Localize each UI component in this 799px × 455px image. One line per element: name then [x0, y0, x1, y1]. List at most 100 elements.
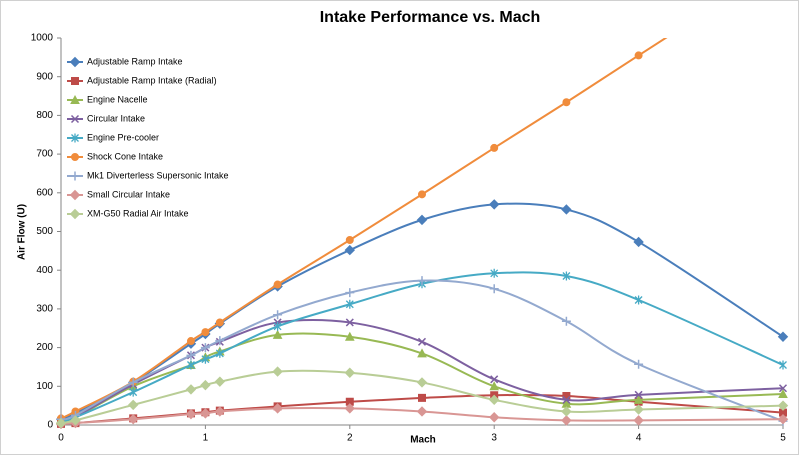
x-tick-label: 4 — [636, 433, 642, 444]
marker — [127, 399, 139, 411]
marker — [418, 190, 426, 199]
marker — [70, 415, 81, 426]
marker — [127, 413, 139, 425]
marker — [779, 360, 787, 370]
marker — [187, 360, 195, 370]
marker — [561, 415, 572, 426]
marker — [634, 390, 643, 399]
marker — [215, 318, 224, 327]
legend-label: Shock Cone Intake — [87, 151, 163, 161]
marker — [200, 379, 211, 391]
marker — [488, 199, 500, 210]
marker — [417, 337, 427, 346]
marker — [214, 406, 226, 417]
marker — [215, 348, 224, 358]
legend-label: Small Circular Intake — [87, 189, 170, 199]
marker — [417, 348, 427, 358]
y-tick-label: 0 — [47, 420, 53, 431]
marker — [490, 268, 499, 278]
legend-label: Adjustable Ramp Intake (Radial) — [87, 75, 217, 85]
marker — [201, 354, 210, 364]
marker — [562, 98, 571, 107]
marker — [186, 350, 196, 360]
series-line — [60, 271, 784, 423]
marker — [273, 321, 282, 331]
marker — [561, 406, 572, 417]
marker — [345, 318, 354, 327]
x-tick-label: 3 — [491, 433, 497, 444]
marker — [562, 395, 571, 404]
marker — [344, 244, 356, 256]
y-tick-label: 900 — [36, 71, 53, 82]
marker — [344, 403, 356, 414]
marker — [489, 284, 499, 294]
legend-marker — [70, 171, 80, 181]
marker — [345, 397, 354, 406]
marker — [633, 404, 644, 415]
marker — [273, 280, 282, 289]
marker — [561, 204, 572, 215]
marker — [634, 295, 643, 305]
x-tick-label: 2 — [347, 433, 353, 444]
marker — [200, 408, 211, 419]
marker — [634, 359, 644, 369]
marker — [778, 384, 788, 393]
legend-marker — [71, 153, 79, 161]
legend-label: Adjustable Ramp Intake — [87, 56, 183, 66]
marker — [417, 276, 427, 286]
marker — [633, 415, 644, 426]
y-tick-label: 400 — [36, 265, 53, 276]
marker — [129, 387, 138, 397]
y-axis-label: Air Flow (U) — [17, 204, 28, 260]
marker — [201, 328, 210, 337]
marker — [416, 377, 428, 388]
marker — [488, 412, 500, 423]
marker — [273, 310, 283, 320]
series-line — [60, 38, 668, 420]
legend-marker — [71, 77, 79, 85]
y-tick-label: 1000 — [31, 33, 54, 44]
series-line — [60, 406, 784, 425]
y-tick-label: 100 — [36, 381, 53, 392]
marker — [200, 343, 210, 353]
x-tick-label: 1 — [203, 433, 209, 444]
y-tick-label: 300 — [36, 304, 53, 315]
marker — [345, 288, 355, 298]
legend-label: Engine Pre-cooler — [87, 132, 159, 142]
marker — [345, 236, 354, 245]
marker — [56, 417, 67, 429]
chart-title: Intake Performance vs. Mach — [320, 9, 541, 26]
marker — [489, 381, 500, 391]
x-tick-label: 5 — [780, 433, 786, 444]
y-tick-label: 500 — [36, 226, 53, 237]
marker — [215, 336, 225, 346]
marker — [272, 329, 283, 339]
legend-marker — [69, 56, 81, 68]
marker — [128, 377, 138, 387]
plot-area — [56, 38, 789, 430]
marker — [345, 299, 354, 309]
legend-marker — [71, 133, 79, 143]
legend-marker — [69, 189, 81, 201]
marker — [777, 331, 789, 342]
marker — [488, 394, 500, 406]
series-line — [60, 369, 784, 425]
marker — [272, 403, 283, 414]
legend-label: Circular Intake — [87, 113, 145, 123]
legend-label: Engine Nacelle — [87, 94, 148, 104]
marker — [633, 236, 644, 248]
marker — [777, 400, 789, 411]
marker — [272, 366, 283, 377]
marker — [185, 408, 197, 420]
y-tick-label: 800 — [36, 110, 53, 121]
y-tick-label: 700 — [36, 149, 53, 160]
marker — [633, 394, 644, 404]
marker — [186, 337, 195, 346]
marker — [634, 51, 643, 60]
marker — [416, 214, 428, 226]
marker — [344, 367, 356, 378]
legend-label: Mk1 Diverterless Supersonic Intake — [87, 170, 229, 180]
marker — [185, 384, 197, 395]
marker — [416, 406, 428, 417]
